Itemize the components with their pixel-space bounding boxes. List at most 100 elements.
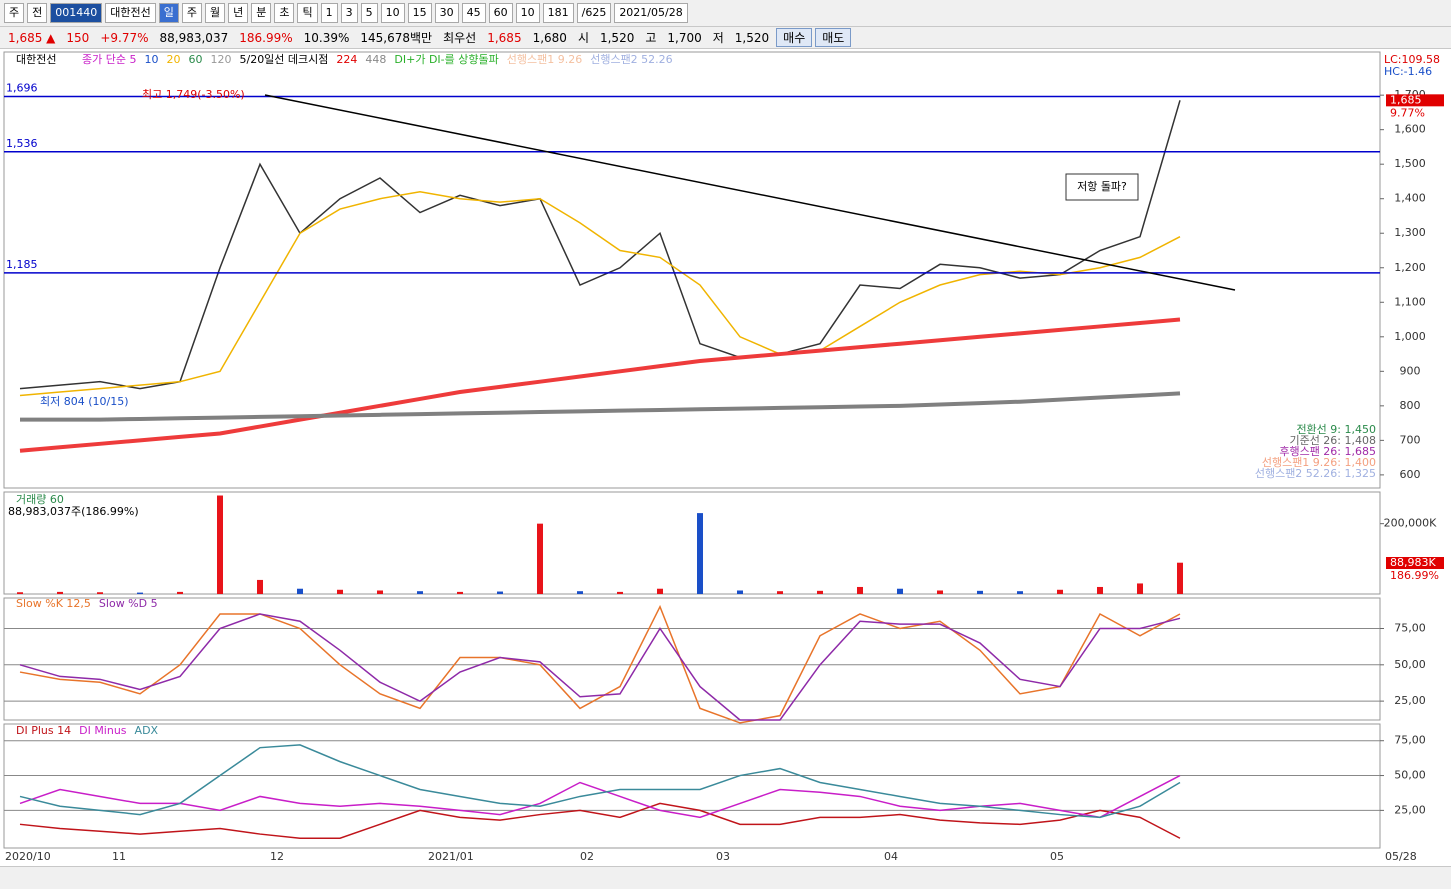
volume-bar xyxy=(857,586,863,594)
x-tick-label: 05 xyxy=(1050,850,1064,863)
y-tick-label: 1,200 xyxy=(1394,261,1426,274)
volume-bar xyxy=(497,591,503,594)
toolbar-item[interactable]: 초 xyxy=(274,3,295,23)
toolbar-item[interactable]: 년 xyxy=(228,3,249,23)
annotation: 저항 돌파? xyxy=(1077,180,1127,193)
toolbar-item[interactable]: 15 xyxy=(407,3,432,23)
series-line xyxy=(19,604,1181,724)
quote-item: 1,700 xyxy=(667,30,702,45)
volume-bar xyxy=(617,591,623,594)
toolbar-item[interactable]: /625 xyxy=(576,3,612,23)
volume-bar xyxy=(537,523,543,594)
volume-bar xyxy=(977,590,983,594)
toolbar-item[interactable]: 일 xyxy=(158,3,179,23)
volume-bar xyxy=(697,513,703,594)
volume-bar xyxy=(137,592,143,594)
legend-item: 종가 단순 5 xyxy=(82,53,136,66)
corner-label: LC:109.58 xyxy=(1384,53,1440,66)
volume-bar xyxy=(897,588,903,594)
legend-item: 10 xyxy=(144,53,158,66)
quote-item: 10.39% xyxy=(303,30,350,45)
level-label: 1,185 xyxy=(6,258,38,271)
volume-bar xyxy=(217,495,223,594)
x-tick-label: 03 xyxy=(716,850,730,863)
change-label: 9.77% xyxy=(1390,106,1425,119)
quote-item: 1,520 xyxy=(734,30,770,45)
volume-bar xyxy=(97,592,103,594)
legend-item: 5/20일선 데크시점 xyxy=(239,52,328,66)
y-tick-label: 900 xyxy=(1400,364,1421,377)
y-tick-label: 1,000 xyxy=(1394,330,1426,343)
toolbar-item[interactable]: 30 xyxy=(434,3,459,23)
volume-bar xyxy=(817,590,823,594)
series-line xyxy=(19,744,1181,819)
quote-item: 1,685 xyxy=(487,30,522,45)
volume-bar xyxy=(297,588,303,594)
buy-button[interactable]: 매수 xyxy=(776,28,813,47)
toolbar-item[interactable]: 10 xyxy=(380,3,405,23)
x-tick-label: 2020/10 xyxy=(5,850,51,863)
volume-bar xyxy=(937,590,943,594)
quote-item: 최우선 xyxy=(443,31,477,45)
volume-bar xyxy=(457,591,463,594)
toolbar-item[interactable]: 10 xyxy=(515,3,540,23)
y-tick-label: 1,500 xyxy=(1394,157,1426,170)
corner-label: HC:-1.46 xyxy=(1384,65,1432,78)
quote-item: 1,520 xyxy=(599,30,635,45)
toolbar-item[interactable]: 5 xyxy=(360,3,378,23)
volume-bar xyxy=(417,591,423,594)
toolbar-item[interactable]: 분 xyxy=(251,3,272,23)
y-tick-label: 25,00 xyxy=(1394,803,1426,816)
toolbar-item[interactable]: 45 xyxy=(461,3,486,23)
ichimoku-label: 선행스팬2 52.26: 1,325 xyxy=(1255,467,1376,480)
y-tick-label: 600 xyxy=(1400,468,1421,481)
y-tick-label: 25,00 xyxy=(1394,694,1426,707)
toolbar-item[interactable]: 월 xyxy=(204,3,226,23)
trend-line xyxy=(264,94,1236,291)
ichimoku-label: 선행스팬1 9.26: 1,400 xyxy=(1262,456,1376,469)
panel-frame xyxy=(3,51,1381,489)
sell-button[interactable]: 매도 xyxy=(815,28,852,47)
legend-item: 선행스팬2 52.26 xyxy=(590,53,672,66)
legend-title: 대한전선 xyxy=(16,53,56,66)
y-tick-label: 200,000K xyxy=(1384,517,1437,530)
last-volume-pct: 186.99% xyxy=(1390,569,1439,582)
y-tick-label: 1,400 xyxy=(1394,192,1426,205)
ichimoku-label: 후행스팬 26: 1,685 xyxy=(1279,445,1376,458)
quote-item: 1,685 ▲ xyxy=(8,30,56,45)
toolbar-item[interactable]: 전 xyxy=(27,3,48,23)
volume-bar xyxy=(337,589,343,594)
toolbar-item[interactable]: 대한전선 xyxy=(105,3,156,23)
scrollbar[interactable] xyxy=(0,866,1451,889)
last-volume-label: 88,983K xyxy=(1390,556,1436,569)
y-tick-label: 75,00 xyxy=(1394,622,1426,635)
callout-box xyxy=(1065,173,1139,201)
y-tick-label: 1,300 xyxy=(1394,226,1426,239)
volume-bar xyxy=(257,579,263,594)
toolbar-item[interactable]: 주 xyxy=(4,3,25,23)
legend-item: Slow %D 5 xyxy=(99,597,158,610)
level-label: 1,696 xyxy=(6,82,38,95)
toolbar-item[interactable]: 1 xyxy=(320,3,338,23)
series-line xyxy=(19,100,1181,390)
ichimoku-label: 기준선 26: 1,408 xyxy=(1289,434,1376,447)
x-tick-label: 11 xyxy=(112,850,126,863)
panel-subtitle: 88,983,037주(186.99%) xyxy=(8,505,139,518)
toolbar-item[interactable]: 3 xyxy=(340,3,358,23)
toolbar-item[interactable]: 60 xyxy=(488,3,513,23)
toolbar-item[interactable]: 틱 xyxy=(297,3,318,23)
quote-item: 88,983,037 xyxy=(159,30,229,45)
y-tick-label: 1,100 xyxy=(1394,295,1426,308)
volume-bar xyxy=(1057,589,1063,594)
series-line xyxy=(19,191,1181,397)
last-price-label: 1,685 xyxy=(1390,93,1422,106)
toolbar-item[interactable]: 181 xyxy=(542,3,574,23)
toolbar-item[interactable]: 주 xyxy=(181,3,202,23)
toolbar-item[interactable]: 001440 xyxy=(50,3,103,23)
series-line xyxy=(19,774,1181,819)
toolbar-item[interactable]: 2021/05/28 xyxy=(614,3,688,23)
legend-item: 120 xyxy=(210,53,231,66)
series-line xyxy=(20,391,1181,422)
series-line xyxy=(19,613,1181,721)
